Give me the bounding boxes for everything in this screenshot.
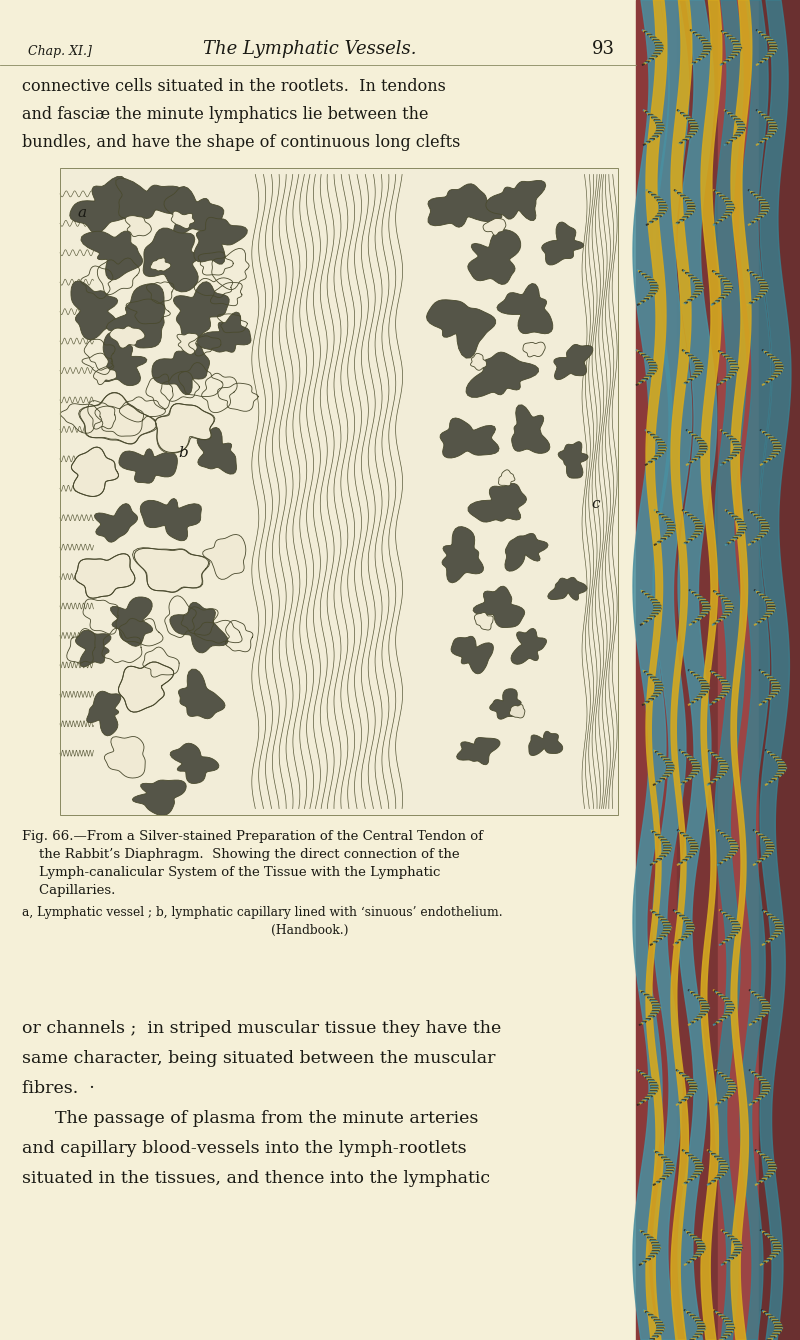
Polygon shape (164, 186, 224, 234)
Polygon shape (486, 181, 546, 221)
Text: situated in the tissues, and thence into the lymphatic: situated in the tissues, and thence into… (22, 1170, 490, 1187)
Polygon shape (759, 0, 800, 1340)
Polygon shape (75, 630, 111, 667)
Polygon shape (474, 612, 493, 630)
Polygon shape (483, 218, 506, 236)
Polygon shape (554, 344, 593, 379)
Polygon shape (70, 177, 134, 233)
Polygon shape (140, 498, 202, 541)
Bar (636, 0, 800, 1340)
Polygon shape (442, 527, 483, 583)
Polygon shape (466, 352, 538, 398)
Polygon shape (548, 578, 587, 600)
Bar (60, 168, 618, 815)
Polygon shape (104, 737, 146, 779)
Polygon shape (473, 586, 525, 627)
Polygon shape (126, 216, 151, 237)
Polygon shape (75, 553, 135, 598)
Text: connective cells situated in the rootlets.  In tendons: connective cells situated in the rootlet… (22, 78, 446, 95)
Text: Chap. XI.]: Chap. XI.] (28, 46, 92, 58)
Polygon shape (116, 178, 188, 218)
Polygon shape (119, 449, 178, 484)
Polygon shape (171, 212, 194, 229)
Polygon shape (94, 504, 138, 543)
Polygon shape (71, 448, 118, 496)
Text: same character, being situated between the muscular: same character, being situated between t… (22, 1051, 495, 1067)
Polygon shape (490, 689, 521, 720)
Polygon shape (451, 636, 494, 674)
Text: and fasciæ the minute lymphatics lie between the: and fasciæ the minute lymphatics lie bet… (22, 106, 429, 123)
Polygon shape (636, 0, 677, 1340)
Polygon shape (510, 705, 525, 718)
Polygon shape (194, 217, 247, 264)
Polygon shape (457, 737, 500, 765)
Text: The passage of plasma from the minute arteries: The passage of plasma from the minute ar… (55, 1110, 478, 1127)
Text: a: a (78, 206, 87, 220)
Polygon shape (132, 780, 186, 815)
Polygon shape (542, 222, 584, 265)
Polygon shape (718, 0, 759, 1340)
Polygon shape (512, 405, 550, 453)
Polygon shape (152, 343, 210, 395)
Text: b: b (178, 446, 188, 460)
Polygon shape (498, 470, 515, 486)
Polygon shape (178, 669, 225, 718)
Polygon shape (118, 662, 174, 712)
Polygon shape (440, 418, 499, 458)
Polygon shape (133, 548, 210, 592)
Bar (0, 0, 636, 1340)
Polygon shape (170, 603, 228, 653)
Polygon shape (202, 535, 246, 579)
Bar (60, 168, 618, 815)
Text: fibres.  ·: fibres. · (22, 1080, 94, 1097)
Polygon shape (155, 403, 215, 453)
Polygon shape (511, 628, 546, 665)
Polygon shape (110, 326, 145, 348)
Polygon shape (470, 354, 486, 370)
Polygon shape (558, 442, 588, 478)
Polygon shape (94, 367, 117, 385)
Polygon shape (468, 484, 526, 523)
Text: or channels ;  in striped muscular tissue they have the: or channels ; in striped muscular tissue… (22, 1020, 502, 1037)
Text: and capillary blood-vessels into the lymph-rootlets: and capillary blood-vessels into the lym… (22, 1140, 466, 1156)
Polygon shape (529, 732, 562, 756)
Polygon shape (468, 229, 521, 284)
Polygon shape (497, 284, 553, 334)
Polygon shape (71, 281, 118, 340)
Polygon shape (197, 427, 237, 474)
Polygon shape (78, 393, 158, 444)
Polygon shape (143, 228, 199, 292)
Polygon shape (150, 257, 170, 271)
Polygon shape (677, 0, 718, 1340)
Text: (Handbook.): (Handbook.) (271, 925, 349, 937)
Polygon shape (81, 232, 142, 280)
Polygon shape (102, 332, 147, 386)
Text: The Lymphatic Vessels.: The Lymphatic Vessels. (203, 40, 417, 58)
Polygon shape (106, 284, 165, 348)
Polygon shape (177, 334, 198, 354)
Polygon shape (174, 281, 229, 342)
Polygon shape (428, 184, 502, 228)
Polygon shape (170, 744, 219, 784)
Text: Fig. 66.—From a Silver-stained Preparation of the Central Tendon of: Fig. 66.—From a Silver-stained Preparati… (22, 829, 483, 843)
Text: a, Lymphatic vessel ; b, lymphatic capillary lined with ‘sinuous’ endothelium.: a, Lymphatic vessel ; b, lymphatic capil… (22, 906, 502, 919)
Polygon shape (505, 533, 548, 571)
Text: Capillaries.: Capillaries. (22, 884, 115, 896)
Text: the Rabbit’s Diaphragm.  Showing the direct connection of the: the Rabbit’s Diaphragm. Showing the dire… (22, 848, 460, 862)
Text: Lymph-canalicular System of the Tissue with the Lymphatic: Lymph-canalicular System of the Tissue w… (22, 866, 440, 879)
Text: c: c (591, 497, 600, 512)
Text: bundles, and have the shape of continuous long clefts: bundles, and have the shape of continuou… (22, 134, 460, 151)
Polygon shape (523, 342, 546, 356)
Text: 93: 93 (592, 40, 615, 58)
Polygon shape (426, 300, 496, 358)
Polygon shape (110, 598, 153, 646)
Polygon shape (86, 691, 121, 736)
Polygon shape (197, 312, 251, 352)
